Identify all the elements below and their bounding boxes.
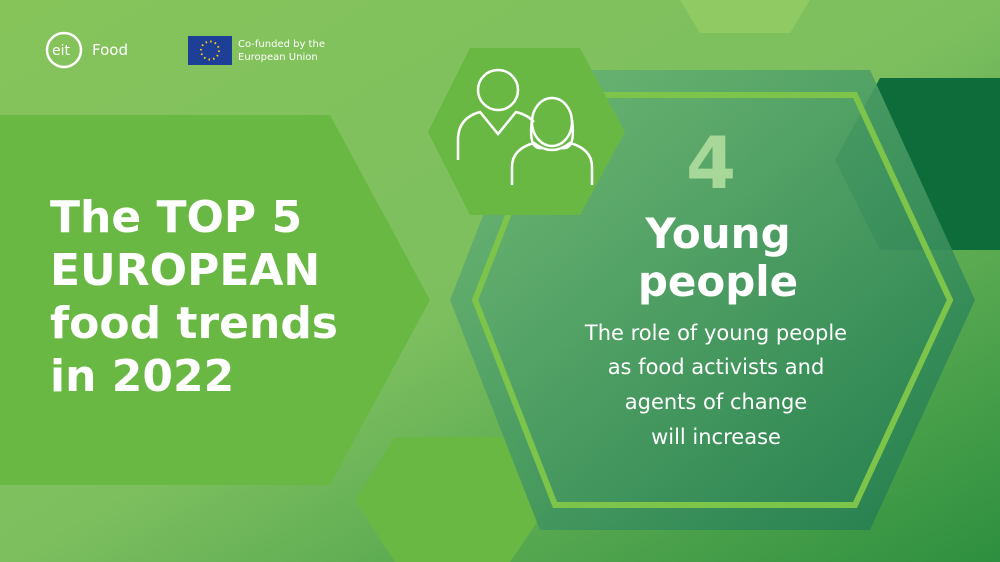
trend-description: agents of change [625,390,807,414]
trend-description: The role of young people [584,321,847,345]
eu-stars [200,40,220,61]
trend-number: 4 [686,121,736,205]
funding-line: Co-funded by the [238,39,325,50]
eu-flag [188,36,232,65]
trend-description: as food activists and [608,355,825,379]
people-icon [456,68,594,185]
trend-description: will increase [651,425,781,449]
logo-mark: eit [52,43,71,59]
hexagon [680,0,810,33]
logo-name: Food [92,41,128,59]
title-line: EUROPEAN [50,245,320,296]
title-line: in 2022 [50,351,234,402]
title-line: food trends [50,298,338,349]
trend-heading: people [638,257,798,306]
hexagon [355,437,552,562]
trend-heading: Young [644,209,790,258]
funding-line: European Union [238,52,318,63]
title-line: The TOP 5 [50,192,302,243]
logo-ring [45,31,83,69]
hexagon [0,115,430,485]
